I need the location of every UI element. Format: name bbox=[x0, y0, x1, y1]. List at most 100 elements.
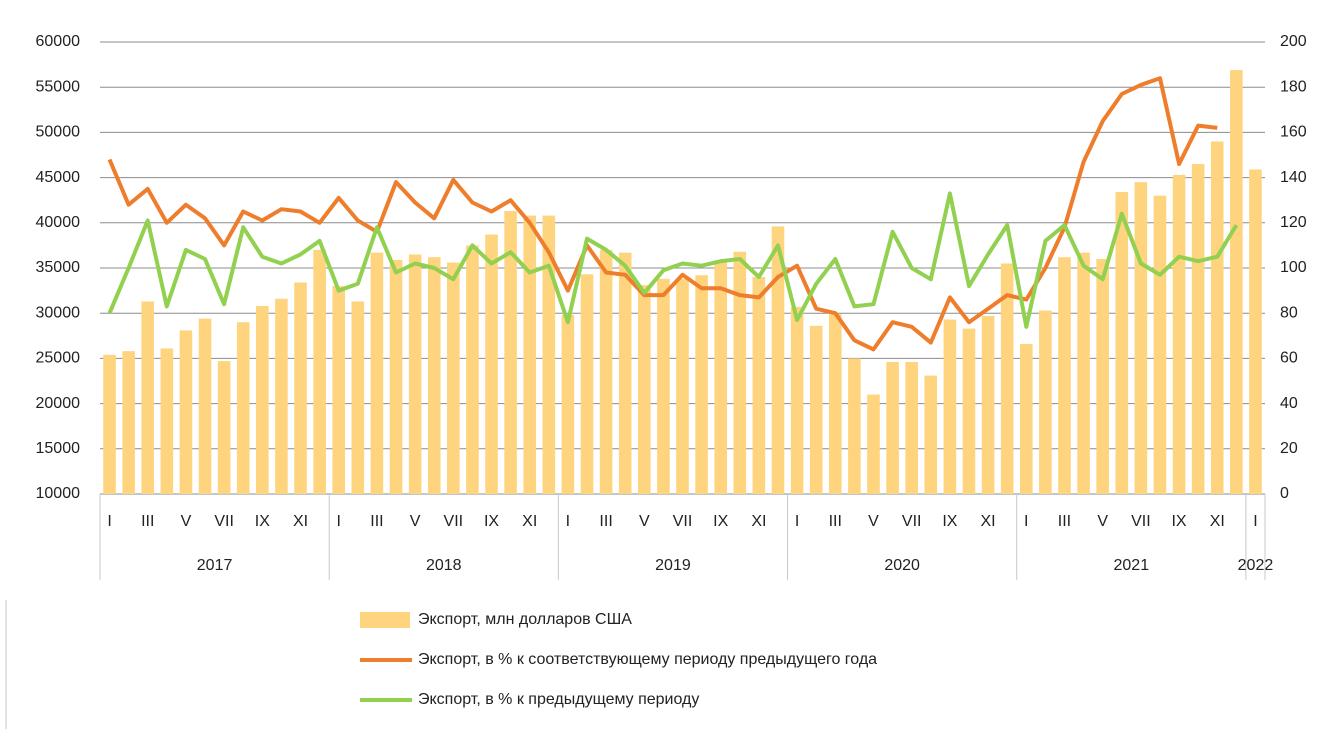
x-tick-label: XI bbox=[293, 513, 308, 530]
x-tick-label: IX bbox=[255, 513, 270, 530]
y-tick-label: 60000 bbox=[36, 33, 81, 50]
y2-tick-label: 20 bbox=[1280, 440, 1298, 457]
bar bbox=[561, 315, 575, 494]
x-tick-label: I bbox=[1253, 513, 1257, 530]
y-tick-label: 15000 bbox=[36, 440, 81, 457]
bar bbox=[981, 315, 995, 494]
bar bbox=[599, 249, 613, 494]
x-tick-label: III bbox=[370, 513, 383, 530]
bar bbox=[1230, 70, 1243, 495]
bar bbox=[370, 252, 384, 494]
x-tick-label: V bbox=[181, 513, 192, 530]
bar bbox=[752, 277, 766, 494]
bar bbox=[122, 351, 135, 494]
x-group-label: 2022 bbox=[1238, 557, 1274, 574]
y2-tick-label: 100 bbox=[1280, 259, 1307, 276]
y-tick-label: 35000 bbox=[36, 259, 81, 276]
bar bbox=[275, 298, 288, 494]
bar bbox=[676, 278, 689, 494]
x-tick-label: I bbox=[795, 513, 799, 530]
x-tick-label: V bbox=[868, 513, 879, 530]
bar bbox=[790, 306, 804, 494]
x-tick-label: XI bbox=[751, 513, 766, 530]
y2-tick-label: 140 bbox=[1280, 169, 1307, 186]
y-tick-label: 55000 bbox=[36, 78, 81, 95]
legend-label: Экспорт, в % к предыдущему периоду bbox=[418, 691, 699, 708]
x-tick-label: XI bbox=[1210, 513, 1225, 530]
bar bbox=[867, 394, 880, 494]
bar bbox=[638, 285, 651, 494]
bar bbox=[1077, 252, 1090, 494]
bar bbox=[447, 262, 460, 494]
x-tick-label: I bbox=[337, 513, 341, 530]
bar bbox=[141, 301, 155, 494]
bar bbox=[905, 362, 918, 494]
x-group-label: 2020 bbox=[884, 557, 920, 574]
bar bbox=[160, 348, 174, 494]
y-tick-label: 40000 bbox=[36, 214, 81, 231]
bar bbox=[943, 319, 957, 494]
bar bbox=[1039, 310, 1052, 494]
y-tick-label: 50000 bbox=[36, 124, 81, 141]
bar bbox=[485, 234, 498, 494]
bar bbox=[809, 325, 823, 494]
x-group-label: 2019 bbox=[655, 557, 691, 574]
y2-tick-label: 180 bbox=[1280, 78, 1307, 95]
bar bbox=[198, 318, 212, 494]
x-tick-label: III bbox=[829, 513, 842, 530]
x-tick-label: VII bbox=[1131, 513, 1151, 530]
x-tick-label: IX bbox=[484, 513, 499, 530]
y-tick-label: 30000 bbox=[36, 304, 81, 321]
bar bbox=[1191, 164, 1205, 495]
x-tick-label: XI bbox=[981, 513, 996, 530]
y-tick-label: 45000 bbox=[36, 169, 81, 186]
x-tick-label: IX bbox=[1171, 513, 1186, 530]
bar bbox=[1134, 182, 1148, 494]
x-tick-label: VII bbox=[214, 513, 234, 530]
y2-tick-label: 120 bbox=[1280, 214, 1307, 231]
x-tick-label: VII bbox=[444, 513, 464, 530]
y-tick-label: 10000 bbox=[36, 485, 81, 502]
x-tick-label: IX bbox=[942, 513, 957, 530]
legend-label: Экспорт, в % к соответствующему периоду … bbox=[418, 651, 877, 668]
legend-label: Экспорт, млн долларов США bbox=[418, 611, 632, 628]
bar bbox=[256, 305, 269, 494]
bar bbox=[1210, 141, 1224, 494]
bar bbox=[714, 261, 727, 494]
x-tick-label: III bbox=[141, 513, 154, 530]
bar bbox=[351, 301, 365, 494]
bar bbox=[1019, 343, 1033, 494]
x-tick-label: III bbox=[1058, 513, 1071, 530]
x-group-label: 2018 bbox=[426, 557, 462, 574]
bar bbox=[217, 361, 231, 494]
x-group-label: 2021 bbox=[1114, 557, 1150, 574]
bar bbox=[408, 254, 422, 494]
y2-tick-label: 60 bbox=[1280, 350, 1298, 367]
x-tick-label: I bbox=[566, 513, 570, 530]
bar bbox=[427, 257, 441, 494]
bar bbox=[695, 275, 708, 494]
x-tick-label: VII bbox=[673, 513, 693, 530]
bar bbox=[332, 286, 346, 494]
x-tick-label: V bbox=[1097, 513, 1108, 530]
bar bbox=[1153, 195, 1167, 494]
bar bbox=[313, 249, 326, 494]
y2-tick-label: 40 bbox=[1280, 395, 1298, 412]
bar bbox=[828, 314, 842, 494]
y2-tick-label: 160 bbox=[1280, 124, 1307, 141]
x-tick-label: I bbox=[1024, 513, 1028, 530]
bar bbox=[1058, 257, 1071, 494]
bar bbox=[1172, 174, 1186, 494]
bar bbox=[962, 328, 976, 494]
bar bbox=[886, 362, 899, 494]
bar bbox=[1000, 263, 1014, 494]
x-tick-label: V bbox=[410, 513, 421, 530]
bar bbox=[466, 245, 479, 494]
x-tick-label: XI bbox=[522, 513, 537, 530]
bar bbox=[389, 259, 403, 494]
x-tick-label: V bbox=[639, 513, 650, 530]
y-tick-label: 25000 bbox=[36, 350, 81, 367]
bar bbox=[179, 330, 193, 494]
